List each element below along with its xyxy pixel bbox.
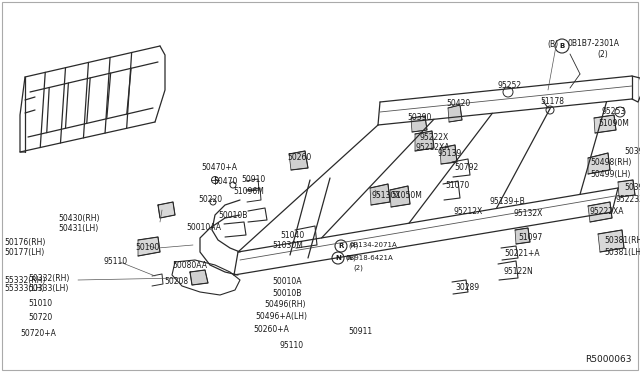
Text: (R): (R) <box>348 243 358 249</box>
Polygon shape <box>515 228 530 244</box>
Text: 50332(RH): 50332(RH) <box>28 273 69 282</box>
Text: 51096M: 51096M <box>233 186 264 196</box>
Polygon shape <box>598 230 624 252</box>
Polygon shape <box>618 180 635 197</box>
Polygon shape <box>370 184 390 205</box>
Polygon shape <box>415 131 434 151</box>
Polygon shape <box>289 151 308 170</box>
Text: 50333(LH): 50333(LH) <box>28 283 68 292</box>
Text: 50390: 50390 <box>624 183 640 192</box>
Polygon shape <box>158 202 175 218</box>
Polygon shape <box>138 237 160 256</box>
Text: 50080AA: 50080AA <box>172 260 207 269</box>
Text: 95253: 95253 <box>601 108 625 116</box>
Text: 50260+A: 50260+A <box>253 326 289 334</box>
Text: N: N <box>335 255 341 261</box>
Polygon shape <box>390 186 410 207</box>
Text: 50470: 50470 <box>213 176 237 186</box>
Text: 50010A: 50010A <box>272 278 301 286</box>
Text: 50220: 50220 <box>198 196 222 205</box>
Text: (N): (N) <box>345 255 356 261</box>
Polygon shape <box>411 116 427 132</box>
Text: 55333(LH): 55333(LH) <box>4 285 44 294</box>
Text: 51090M: 51090M <box>598 119 629 128</box>
Text: 50381(LH): 50381(LH) <box>604 247 640 257</box>
Polygon shape <box>440 145 457 164</box>
Text: 50792: 50792 <box>454 164 478 173</box>
Text: 50381(RH): 50381(RH) <box>604 237 640 246</box>
Text: 95252: 95252 <box>497 81 521 90</box>
Text: 95130X: 95130X <box>371 192 401 201</box>
Text: 95212XA: 95212XA <box>415 144 449 153</box>
Text: 95139+B: 95139+B <box>490 198 525 206</box>
Text: 50470+A: 50470+A <box>201 164 237 173</box>
Text: 0B134-2071A: 0B134-2071A <box>349 242 397 248</box>
Text: 50221+A: 50221+A <box>504 250 540 259</box>
Text: 51070: 51070 <box>445 182 469 190</box>
Text: 50720+A: 50720+A <box>20 330 56 339</box>
Text: 50430(RH): 50430(RH) <box>58 214 99 222</box>
Polygon shape <box>448 105 462 122</box>
Text: 50391: 50391 <box>624 147 640 155</box>
Text: 50496+A(LH): 50496+A(LH) <box>255 311 307 321</box>
Text: 0B1B7-2301A: 0B1B7-2301A <box>568 39 620 48</box>
Text: R: R <box>339 243 344 249</box>
Text: 51097: 51097 <box>518 232 542 241</box>
Text: 51178: 51178 <box>540 97 564 106</box>
Text: 50208: 50208 <box>164 276 188 285</box>
Text: 95110: 95110 <box>103 257 127 266</box>
Text: 95222X: 95222X <box>420 134 449 142</box>
Polygon shape <box>594 115 616 133</box>
Text: (2): (2) <box>597 51 608 60</box>
Text: 95139: 95139 <box>438 150 462 158</box>
Text: 51040: 51040 <box>280 231 304 240</box>
Text: 50260: 50260 <box>287 153 311 161</box>
Text: 0B918-6421A: 0B918-6421A <box>346 255 394 261</box>
Text: 50431(LH): 50431(LH) <box>58 224 99 232</box>
Text: (2): (2) <box>353 265 363 271</box>
Text: 50390: 50390 <box>407 113 431 122</box>
Text: 95223X: 95223X <box>616 196 640 205</box>
Text: 95222XA: 95222XA <box>590 208 625 217</box>
Text: 50176(RH): 50176(RH) <box>4 238 45 247</box>
Text: 50911: 50911 <box>348 327 372 336</box>
Polygon shape <box>588 202 612 222</box>
Text: 51030M: 51030M <box>272 241 303 250</box>
Text: 50910: 50910 <box>241 176 265 185</box>
Text: 50420: 50420 <box>446 99 470 108</box>
Text: B: B <box>559 43 564 49</box>
Text: 95122N: 95122N <box>504 267 534 276</box>
Text: 50010B: 50010B <box>272 289 301 298</box>
Text: 55332(RH): 55332(RH) <box>4 276 45 285</box>
Text: 95212X: 95212X <box>453 206 483 215</box>
Text: 95132X: 95132X <box>513 209 542 218</box>
Text: 50010B: 50010B <box>218 212 248 221</box>
Text: 51010: 51010 <box>28 298 52 308</box>
Text: 51050M: 51050M <box>391 190 422 199</box>
Text: 50499(LH): 50499(LH) <box>590 170 630 179</box>
Text: 50177(LH): 50177(LH) <box>4 248 44 257</box>
Text: 50100: 50100 <box>135 244 159 253</box>
Text: 30289: 30289 <box>455 283 479 292</box>
Text: 95110: 95110 <box>280 340 304 350</box>
Text: R5000063: R5000063 <box>586 356 632 365</box>
Text: 50720: 50720 <box>28 312 52 321</box>
Text: 50498(RH): 50498(RH) <box>590 158 632 167</box>
Text: 50010AA: 50010AA <box>186 224 221 232</box>
Polygon shape <box>190 270 208 285</box>
Text: 50496(RH): 50496(RH) <box>264 301 305 310</box>
Text: (B): (B) <box>547 39 558 48</box>
Polygon shape <box>588 153 610 174</box>
